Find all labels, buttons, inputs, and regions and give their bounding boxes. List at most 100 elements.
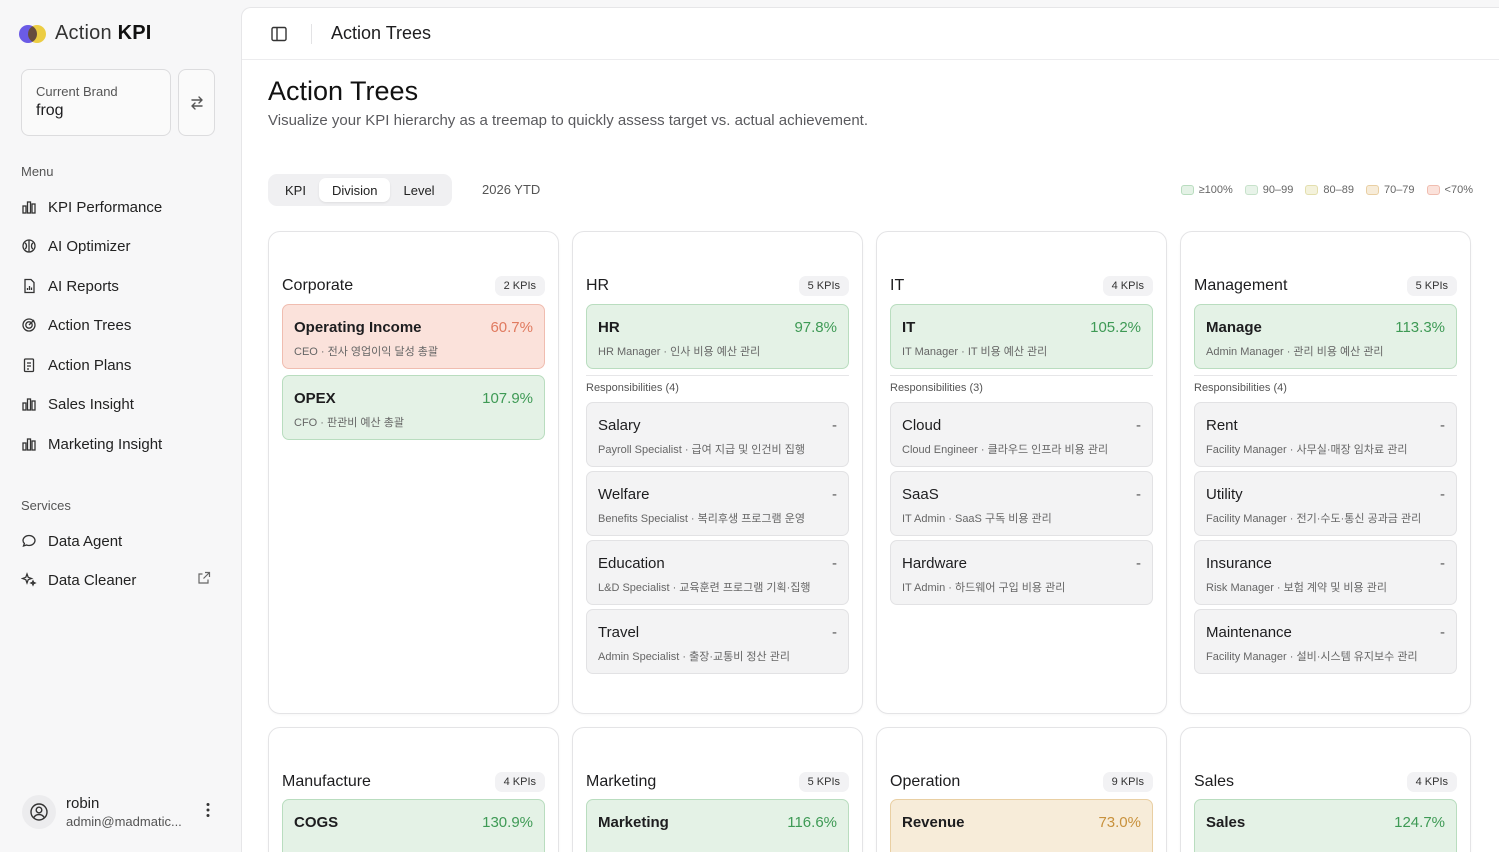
division-title: Management xyxy=(1194,277,1288,294)
nav-item-ai-optimizer[interactable]: AI Optimizer xyxy=(21,231,221,261)
division-card-header: Management 5 KPIs xyxy=(1194,276,1457,296)
kpi-count-badge: 4 KPIs xyxy=(1102,276,1153,296)
nav-item-kpi-performance[interactable]: KPI Performance xyxy=(21,192,221,222)
divider xyxy=(1194,375,1457,376)
responsibility-tile-cloud[interactable]: Cloud - Cloud Engineer · 클라우드 인프라 비용 관리 xyxy=(890,402,1153,467)
kpi-name: Hardware xyxy=(902,555,968,572)
nav-item-label: AI Optimizer xyxy=(48,237,131,255)
nav-item-action-trees[interactable]: Action Trees xyxy=(21,310,221,340)
view-mode-division[interactable]: Division xyxy=(318,178,391,202)
kpi-name: Revenue xyxy=(902,814,965,831)
responsibility-tile-welfare[interactable]: Welfare - Benefits Specialist · 복리후생 프로그… xyxy=(586,471,849,536)
view-mode-level[interactable]: Level xyxy=(403,182,435,198)
nav-item-action-plans[interactable]: Action Plans xyxy=(21,350,221,380)
responsibility-tile-saas[interactable]: SaaS - IT Admin · SaaS 구독 비용 관리 xyxy=(890,471,1153,536)
division-card-it: IT 4 KPIs IT 105.2% IT Manager · IT 비용 예… xyxy=(876,231,1167,714)
division-title: Operation xyxy=(890,773,961,790)
kpi-tile-manage[interactable]: Manage 113.3% Admin Manager · 관리 비용 예산 관… xyxy=(1194,304,1457,369)
logo-text-primary: Action xyxy=(55,22,112,44)
kpi-owner: Risk Manager · 보험 계약 및 비용 관리 xyxy=(1206,582,1387,594)
kpi-tile-it[interactable]: IT 105.2% IT Manager · IT 비용 예산 관리 xyxy=(890,304,1153,369)
kpi-owner: Facility Manager · 전기·수도·통신 공과금 관리 xyxy=(1206,513,1422,525)
nav-item-label: Data Cleaner xyxy=(48,571,137,589)
user-profile[interactable]: robin admin@madmatic... xyxy=(22,790,222,834)
topbar-divider xyxy=(311,24,312,44)
division-card-header: Operation 9 KPIs xyxy=(890,772,1153,792)
current-brand-selector[interactable]: Current Brand frog xyxy=(21,69,171,136)
kpi-tile-hr[interactable]: HR 97.8% HR Manager · 인사 비용 예산 관리 xyxy=(586,304,849,369)
kpi-name: Insurance xyxy=(1206,555,1272,572)
nav-item-label: Marketing Insight xyxy=(48,435,163,453)
kpi-name: Manage xyxy=(1206,319,1262,336)
kpi-tile-marketing[interactable]: Marketing 116.6% xyxy=(586,799,849,852)
kpi-achievement: - xyxy=(832,486,837,503)
responsibilities-label: Responsibilities (3) xyxy=(890,382,983,394)
kpi-count-badge: 5 KPIs xyxy=(798,276,849,296)
legend-item: 90–99 xyxy=(1244,184,1294,196)
divider xyxy=(586,375,849,376)
bar-chart-icon xyxy=(21,436,37,452)
kpi-tile-operating-income[interactable]: Operating Income 60.7% CEO · 전사 영업이익 달성 … xyxy=(282,304,545,369)
logo-mark-icon xyxy=(19,24,47,44)
kpi-achievement: 97.8% xyxy=(794,319,837,336)
app-logo[interactable]: Action KPI xyxy=(19,22,152,45)
division-card-header: Marketing 5 KPIs xyxy=(586,772,849,792)
division-title: Manufacture xyxy=(282,773,371,790)
divider xyxy=(890,375,1153,376)
responsibility-tile-travel[interactable]: Travel - Admin Specialist · 출장·교통비 정산 관리 xyxy=(586,609,849,674)
kpi-name: Rent xyxy=(1206,417,1238,434)
sparkle-icon xyxy=(21,572,37,588)
nav-item-data-agent[interactable]: Data Agent xyxy=(21,526,221,556)
division-title: Marketing xyxy=(586,773,657,790)
kpi-name: Salary xyxy=(598,417,641,434)
kpi-owner: Facility Manager · 설비·시스템 유지보수 관리 xyxy=(1206,651,1418,663)
more-options-icon[interactable] xyxy=(206,802,210,822)
external-link-icon xyxy=(197,571,211,589)
user-icon xyxy=(30,803,48,821)
kpi-tile-cogs[interactable]: COGS 130.9% xyxy=(282,799,545,852)
services-section-label: Services xyxy=(21,498,71,513)
kpi-name: Operating Income xyxy=(294,319,422,336)
responsibilities-label: Responsibilities (4) xyxy=(1194,382,1287,394)
responsibility-tile-rent[interactable]: Rent - Facility Manager · 사무실·매장 임차료 관리 xyxy=(1194,402,1457,467)
kpi-count-badge: 5 KPIs xyxy=(798,772,849,792)
legend-item: ≥100% xyxy=(1180,184,1233,196)
responsibility-tile-salary[interactable]: Salary - Payroll Specialist · 급여 지급 및 인건… xyxy=(586,402,849,467)
kpi-achievement: - xyxy=(832,624,837,641)
chat-bubble-icon xyxy=(21,533,37,549)
responsibility-tile-utility[interactable]: Utility - Facility Manager · 전기·수도·통신 공과… xyxy=(1194,471,1457,536)
kpi-achievement: - xyxy=(1440,624,1445,641)
division-title: IT xyxy=(890,277,905,294)
kpi-tile-opex[interactable]: OPEX 107.9% CFO · 판관비 예산 총괄 xyxy=(282,375,545,440)
view-mode-kpi[interactable]: KPI xyxy=(285,182,306,198)
kpi-tile-sales[interactable]: Sales 124.7% xyxy=(1194,799,1457,852)
kpi-count-badge: 2 KPIs xyxy=(494,276,545,296)
legend-label: 90–99 xyxy=(1262,184,1294,196)
legend-swatch xyxy=(1180,185,1194,195)
kpi-count-badge: 4 KPIs xyxy=(494,772,545,792)
responsibility-tile-hardware[interactable]: Hardware - IT Admin · 하드웨어 구입 비용 관리 xyxy=(890,540,1153,605)
responsibility-tile-insurance[interactable]: Insurance - Risk Manager · 보험 계약 및 비용 관리 xyxy=(1194,540,1457,605)
nav-item-label: AI Reports xyxy=(48,277,119,295)
toggle-sidebar-icon[interactable] xyxy=(270,25,288,43)
legend-item: 80–89 xyxy=(1305,184,1354,196)
kpi-achievement: 60.7% xyxy=(490,319,533,336)
nav-item-marketing-insight[interactable]: Marketing Insight xyxy=(21,429,221,459)
nav-item-sales-insight[interactable]: Sales Insight xyxy=(21,389,221,419)
responsibility-tile-maintenance[interactable]: Maintenance - Facility Manager · 설비·시스템 … xyxy=(1194,609,1457,674)
clipboard-icon xyxy=(21,357,37,373)
nav-item-data-cleaner[interactable]: Data Cleaner xyxy=(21,565,215,595)
responsibility-tile-education[interactable]: Education - L&D Specialist · 교육훈련 프로그램 기… xyxy=(586,540,849,605)
kpi-name: Sales xyxy=(1206,814,1246,831)
switch-brand-button[interactable] xyxy=(178,69,215,136)
kpi-owner: Cloud Engineer · 클라우드 인프라 비용 관리 xyxy=(902,444,1109,456)
kpi-name: Education xyxy=(598,555,665,572)
division-title: HR xyxy=(586,277,610,294)
kpi-tile-revenue[interactable]: Revenue 73.0% xyxy=(890,799,1153,852)
kpi-achievement: 124.7% xyxy=(1394,814,1445,831)
document-chart-icon xyxy=(21,278,37,294)
breadcrumb: Action Trees xyxy=(331,23,432,43)
kpi-name: HR xyxy=(598,319,620,336)
nav-item-ai-reports[interactable]: AI Reports xyxy=(21,271,221,301)
division-card-marketing: Marketing 5 KPIs Marketing 116.6% xyxy=(572,727,863,852)
